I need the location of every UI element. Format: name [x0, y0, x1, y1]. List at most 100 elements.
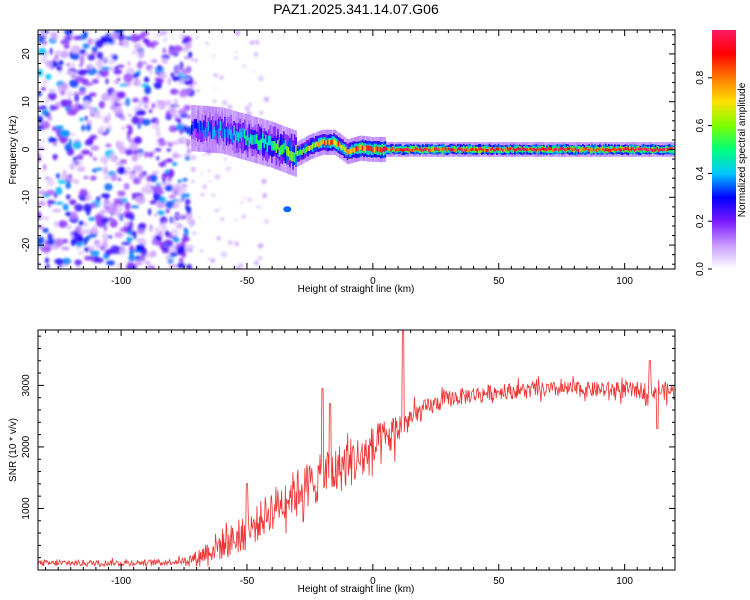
noise-blob: [214, 208, 219, 213]
band-core: [506, 147, 509, 154]
noise-blob: [200, 249, 203, 253]
noise-blob: [92, 168, 98, 173]
noise-blob: [45, 97, 49, 105]
noise-blob: [86, 64, 93, 70]
noise-blob: [121, 241, 131, 246]
band-core: [476, 148, 479, 152]
noise-blob: [91, 46, 98, 53]
noise-blob: [144, 85, 152, 95]
noise-blob: [98, 100, 106, 109]
noise-blob: [114, 80, 119, 84]
band-core: [527, 148, 530, 152]
noise-blob: [38, 200, 46, 207]
noise-blob: [94, 114, 103, 119]
noise-blob: [41, 30, 46, 37]
band-core: [669, 147, 672, 151]
noise-blob: [45, 264, 50, 269]
noise-blob: [104, 202, 111, 207]
band-core: [579, 148, 581, 152]
band-core: [520, 147, 523, 151]
noise-blob: [183, 80, 193, 85]
noise-blob: [136, 195, 146, 205]
noise-blob: [60, 83, 67, 89]
band-core: [576, 148, 578, 152]
noise-blob: [157, 64, 162, 71]
noise-blob: [135, 260, 143, 266]
noise-blob: [113, 198, 124, 202]
band-core: [326, 140, 329, 146]
band-core: [598, 148, 601, 152]
band-core: [432, 147, 435, 151]
band-core: [623, 148, 625, 152]
noise-blob: [88, 216, 96, 222]
noise-blob: [177, 179, 182, 184]
band-core: [346, 149, 349, 155]
noise-blob: [82, 30, 88, 39]
noise-blob: [191, 155, 197, 161]
noise-blob: [55, 125, 64, 130]
noise-blob: [148, 109, 153, 114]
band-core: [635, 147, 637, 151]
noise-blob: [96, 167, 103, 171]
noise-blob: [72, 35, 83, 41]
noise-blob: [42, 163, 47, 171]
noise-blob: [105, 128, 110, 134]
noise-blob: [253, 260, 259, 266]
band-core: [446, 148, 449, 152]
band-core: [218, 128, 220, 138]
noise-blob: [126, 81, 132, 86]
band-core: [468, 148, 471, 152]
noise-blob: [175, 185, 182, 192]
noise-blob: [73, 179, 80, 184]
x-tick-label: 100: [616, 576, 633, 587]
band-core: [638, 147, 640, 151]
band-core: [529, 147, 532, 151]
band-core: [194, 119, 196, 129]
noise-blob: [249, 40, 255, 45]
noise-blob: [114, 66, 118, 70]
band-core: [390, 148, 393, 152]
noise-blob: [126, 236, 133, 243]
noise-blob: [66, 110, 77, 116]
band-core: [260, 128, 263, 148]
band-core: [585, 147, 588, 151]
band-core: [360, 144, 362, 150]
noise-blob: [149, 174, 158, 183]
band-core: [668, 147, 671, 151]
noise-blob: [164, 184, 173, 192]
band-core: [225, 126, 228, 137]
noise-blob: [213, 73, 218, 78]
noise-blob: [125, 67, 135, 76]
noise-blob: [161, 57, 169, 65]
noise-blob: [117, 190, 126, 197]
noise-blob: [38, 106, 43, 111]
noise-blob: [158, 230, 164, 237]
band-core: [465, 148, 468, 152]
noise-blob: [138, 222, 147, 229]
band-core: [583, 147, 586, 151]
band-core: [323, 140, 326, 146]
noise-blob: [81, 229, 92, 235]
band-core: [212, 116, 214, 136]
noise-blob: [81, 101, 88, 108]
band-core: [213, 127, 216, 137]
x-tick-label: 0: [370, 576, 376, 587]
noise-blob: [184, 42, 192, 50]
x-tick-label: 50: [493, 576, 505, 587]
band-core: [437, 148, 439, 151]
noise-blob: [186, 138, 191, 148]
band-core: [589, 147, 592, 151]
band-core: [304, 148, 307, 154]
noise-blob: [202, 184, 207, 190]
noise-blob: [129, 249, 134, 257]
noise-blob: [70, 45, 81, 54]
colorbar-tick-label: 0.2: [695, 214, 706, 228]
noise-blob: [256, 205, 261, 209]
band-core: [204, 127, 207, 138]
band-core: [246, 132, 249, 152]
noise-blob: [182, 89, 193, 95]
noise-blob: [136, 61, 143, 69]
band-core: [632, 147, 634, 151]
noise-blob: [47, 116, 53, 121]
noise-blob: [80, 69, 88, 74]
